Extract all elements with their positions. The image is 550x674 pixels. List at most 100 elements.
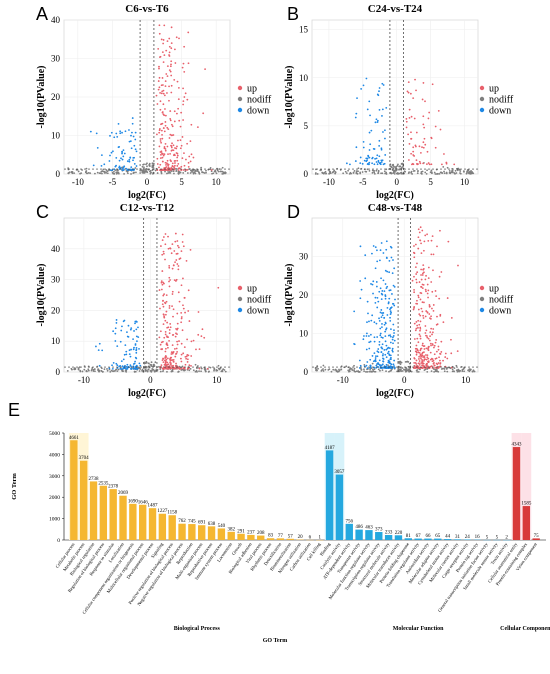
down-point bbox=[380, 351, 383, 353]
up-point bbox=[161, 77, 164, 79]
nodiff-point bbox=[374, 370, 377, 373]
up-point bbox=[419, 298, 422, 301]
up-point bbox=[417, 326, 419, 329]
up-point bbox=[432, 359, 435, 362]
nodiff-point bbox=[196, 365, 199, 367]
nodiff-point bbox=[353, 367, 356, 370]
nodiff-point bbox=[167, 172, 170, 174]
up-point bbox=[168, 37, 171, 40]
bar bbox=[522, 506, 531, 540]
down-point bbox=[387, 367, 390, 370]
up-point bbox=[171, 305, 173, 308]
down-point bbox=[390, 367, 393, 370]
up-point bbox=[169, 152, 171, 155]
up-point bbox=[169, 356, 172, 359]
down-point bbox=[378, 340, 381, 343]
up-point bbox=[169, 133, 172, 136]
nodiff-point bbox=[134, 167, 137, 169]
down-point bbox=[389, 289, 392, 292]
up-point bbox=[415, 145, 417, 148]
up-point bbox=[168, 264, 171, 267]
up-point bbox=[175, 252, 178, 255]
up-point bbox=[173, 78, 176, 81]
nodiff-point bbox=[433, 370, 435, 373]
nodiff-point bbox=[106, 368, 108, 370]
up-point bbox=[446, 297, 449, 299]
up-point bbox=[446, 357, 449, 360]
down-point bbox=[354, 160, 357, 162]
up-point bbox=[422, 345, 425, 348]
up-point bbox=[434, 125, 437, 128]
up-point bbox=[429, 358, 432, 361]
nodiff-point bbox=[399, 363, 402, 366]
up-point bbox=[190, 340, 193, 343]
bar bbox=[188, 524, 196, 540]
down-point bbox=[369, 143, 372, 146]
down-point bbox=[376, 93, 379, 96]
up-point bbox=[159, 55, 162, 58]
up-point bbox=[176, 322, 179, 325]
down-point bbox=[132, 338, 134, 341]
bar bbox=[158, 513, 167, 540]
up-point bbox=[170, 60, 173, 63]
down-point bbox=[373, 321, 376, 324]
up-point bbox=[421, 358, 423, 361]
down-point bbox=[365, 348, 368, 351]
nodiff-point bbox=[116, 370, 119, 373]
nodiff-point bbox=[193, 171, 196, 174]
up-point bbox=[160, 129, 163, 132]
x-tick-label: -10 bbox=[337, 375, 349, 385]
down-point bbox=[393, 366, 396, 369]
nodiff-point bbox=[406, 360, 408, 363]
up-point bbox=[424, 332, 427, 334]
bar-value-label: 233 bbox=[385, 531, 393, 536]
nodiff-point bbox=[446, 370, 449, 373]
bar bbox=[463, 539, 471, 540]
bar-value-label: 237 bbox=[247, 530, 255, 535]
down-point bbox=[123, 319, 126, 322]
nodiff-point bbox=[172, 170, 175, 173]
bar bbox=[139, 504, 147, 540]
up-point bbox=[163, 54, 166, 57]
nodiff-point bbox=[459, 172, 462, 175]
nodiff-point bbox=[426, 370, 429, 373]
nodiff-point bbox=[142, 169, 144, 172]
up-point bbox=[173, 250, 176, 252]
up-point bbox=[190, 364, 192, 367]
down-point bbox=[360, 288, 363, 291]
nodiff-point bbox=[448, 170, 451, 172]
nodiff-point bbox=[144, 368, 147, 371]
down-point bbox=[129, 328, 132, 331]
nodiff-point bbox=[154, 169, 157, 172]
up-point bbox=[164, 243, 167, 246]
nodiff-point bbox=[173, 172, 175, 175]
nodiff-point bbox=[321, 369, 323, 371]
nodiff-point bbox=[472, 369, 475, 372]
y-tick-label: 20 bbox=[51, 305, 61, 315]
down-point bbox=[135, 335, 138, 338]
up-point bbox=[431, 83, 434, 86]
down-point bbox=[384, 137, 386, 140]
up-point bbox=[428, 163, 431, 166]
nodiff-point bbox=[110, 369, 113, 372]
up-point bbox=[426, 283, 429, 286]
nodiff-point bbox=[347, 169, 349, 172]
up-point bbox=[162, 323, 165, 325]
up-point bbox=[176, 312, 179, 315]
down-point bbox=[112, 330, 115, 333]
up-point bbox=[169, 117, 172, 120]
up-point bbox=[162, 340, 164, 343]
up-point bbox=[166, 361, 169, 364]
nodiff-point bbox=[473, 370, 476, 373]
nodiff-point bbox=[445, 368, 448, 370]
nodiff-point bbox=[77, 367, 80, 370]
down-point bbox=[389, 319, 392, 322]
up-point bbox=[170, 84, 173, 87]
up-point bbox=[165, 294, 168, 297]
down-point bbox=[378, 290, 381, 293]
up-point bbox=[434, 290, 437, 292]
up-point bbox=[426, 292, 429, 295]
up-point bbox=[411, 279, 414, 282]
nodiff-point bbox=[443, 172, 446, 175]
y-axis-label: -log10(PValue) bbox=[284, 66, 295, 129]
